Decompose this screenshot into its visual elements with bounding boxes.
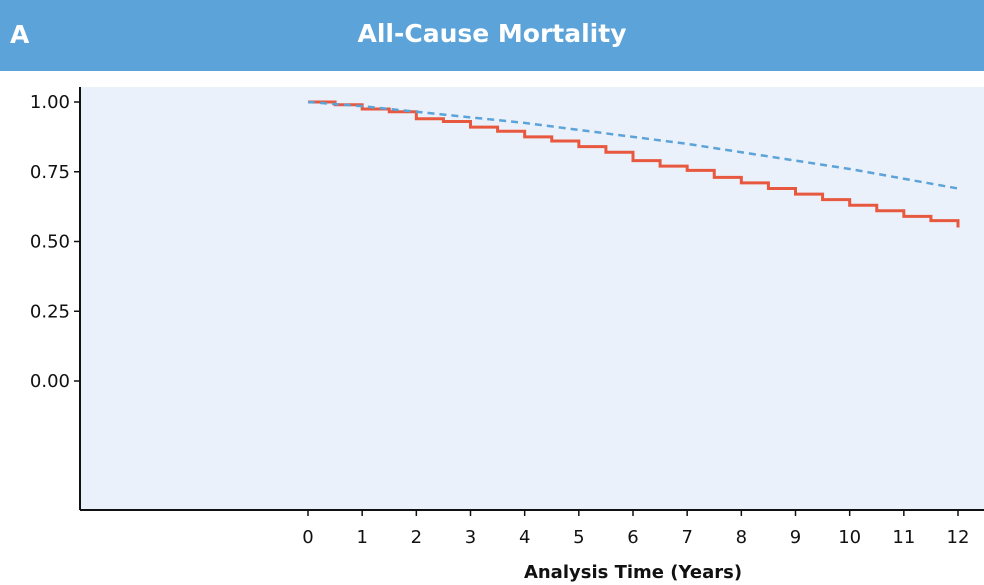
y-tick-label: 0.25 [30,301,70,322]
x-tick-label: 12 [947,527,970,548]
x-tick-label: 5 [573,527,584,548]
y-tick-label: 1.00 [30,92,70,113]
x-tick-label: 2 [411,527,422,548]
x-tick-label: 8 [736,527,747,548]
x-tick-label: 10 [838,527,861,548]
y-tick-label: 0.00 [30,371,70,392]
x-tick-label: 0 [302,527,313,548]
x-tick-label: 11 [892,527,915,548]
plot-background [80,87,984,510]
chart-header: A All-Cause Mortality [0,0,984,71]
x-tick-label: 1 [356,527,367,548]
x-tick-label: 4 [519,527,530,548]
x-tick-label: 3 [465,527,476,548]
y-axis-ticks: 0.00 0.25 0.50 0.75 1.00 [30,92,80,392]
y-tick-label: 0.50 [30,232,70,253]
x-tick-label: 9 [790,527,801,548]
x-axis-label: Analysis Time (Years) [524,562,742,583]
expected-survival-line [307,100,959,190]
panel-letter: A [10,20,30,49]
y-tick-label: 0.75 [30,162,70,183]
observed-survival-line [308,100,960,228]
x-axis-ticks: 0 1 2 3 4 5 6 7 8 9 10 11 12 [302,510,969,548]
x-tick-label: 7 [681,527,692,548]
series-layer [307,100,960,228]
x-tick-label: 6 [627,527,638,548]
chart-title: All-Cause Mortality [357,19,627,48]
